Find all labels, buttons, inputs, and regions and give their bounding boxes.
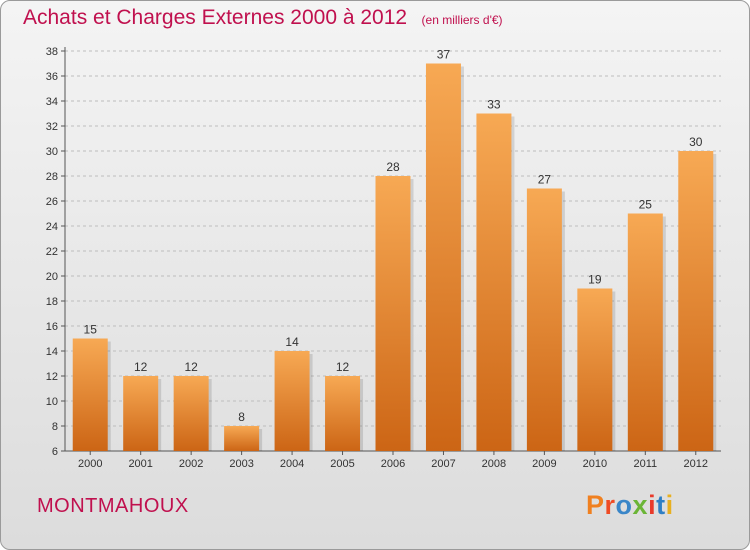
bar-value-label: 33 [487, 98, 501, 112]
bar [526, 188, 562, 451]
x-tick-label: 2005 [330, 458, 354, 470]
y-axis-ticks: 6 8 10 12 14 16 18 20 22 24 26 28 30 32 34 36 38 [46, 46, 65, 458]
x-tick-label: 2002 [179, 458, 203, 470]
bars [72, 63, 717, 451]
bar [274, 351, 310, 451]
x-tick-label: 2000 [78, 458, 102, 470]
bar [72, 338, 108, 451]
x-tick-label: 2004 [280, 458, 304, 470]
commune-name: MONTMAHOUX [37, 495, 189, 517]
bar [577, 288, 613, 451]
x-tick-label: 2010 [583, 458, 607, 470]
x-axis-ticks: 2000 2001 2002 2003 2004 2005 2006 2007 2008 2009… [78, 451, 708, 470]
bar [375, 176, 411, 451]
bar [325, 376, 361, 451]
y-tick-label: 32 [46, 121, 58, 133]
x-tick-label: 2009 [532, 458, 556, 470]
logo-letter: i [648, 490, 657, 520]
bar [123, 376, 159, 451]
value-labels: 15 12 12 8 14 12 28 37 33 27 19 25 30 [84, 48, 703, 425]
bar [627, 213, 663, 451]
logo-letter: o [615, 490, 633, 520]
bar-value-label: 25 [639, 198, 653, 212]
y-tick-label: 16 [46, 321, 58, 333]
y-tick-label: 18 [46, 296, 58, 308]
bar-value-label: 12 [336, 360, 350, 374]
y-tick-label: 38 [46, 46, 58, 58]
y-tick-label: 6 [52, 446, 58, 458]
y-tick-label: 22 [46, 246, 58, 258]
logo-letter: i [665, 490, 674, 520]
y-tick-label: 34 [46, 96, 58, 108]
proxiti-logo[interactable]: Proxiti [586, 490, 674, 521]
y-tick-label: 30 [46, 146, 58, 158]
x-tick-label: 2008 [482, 458, 506, 470]
x-tick-label: 2007 [431, 458, 455, 470]
bar-value-label: 19 [588, 273, 602, 287]
y-tick-label: 24 [46, 221, 58, 233]
y-tick-label: 10 [46, 396, 58, 408]
y-tick-label: 26 [46, 196, 58, 208]
y-tick-label: 12 [46, 371, 58, 383]
logo-letter: t [656, 490, 666, 520]
logo-letter: x [632, 490, 649, 520]
bar [678, 151, 714, 451]
chart-title: Achats et Charges Externes 2000 à 2012 [23, 6, 408, 29]
bar-value-label: 8 [238, 410, 245, 424]
y-tick-label: 8 [52, 421, 58, 433]
bar-value-label: 30 [689, 135, 703, 149]
y-tick-label: 36 [46, 71, 58, 83]
x-tick-label: 2001 [128, 458, 152, 470]
logo-letter: P [586, 490, 605, 520]
bar-value-label: 12 [184, 360, 198, 374]
chart-subtitle: (en milliers d'€) [421, 13, 503, 27]
x-tick-label: 2011 [633, 458, 657, 470]
logo-letter: r [604, 490, 616, 520]
x-tick-label: 2003 [229, 458, 253, 470]
bar-value-label: 37 [437, 48, 451, 62]
x-tick-label: 2006 [381, 458, 405, 470]
bar-value-label: 12 [134, 360, 148, 374]
bar-value-label: 15 [84, 323, 98, 337]
bar [173, 376, 209, 451]
x-tick-label: 2012 [684, 458, 708, 470]
bar [425, 63, 461, 451]
y-tick-label: 28 [46, 171, 58, 183]
bar [476, 113, 512, 451]
y-tick-label: 20 [46, 271, 58, 283]
bar-value-label: 27 [538, 173, 552, 187]
bar-value-label: 28 [386, 160, 400, 174]
bar-value-label: 14 [285, 335, 299, 349]
y-tick-label: 14 [46, 346, 58, 358]
chart-title-block: Achats et Charges Externes 2000 à 2012 (… [23, 6, 503, 30]
bar [224, 426, 260, 451]
